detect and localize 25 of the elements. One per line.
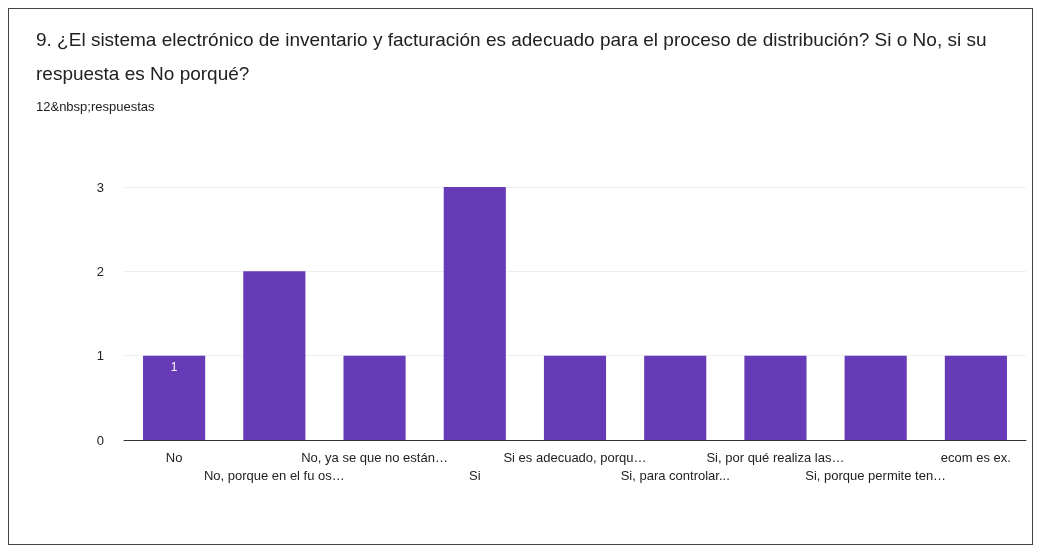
x-tick-label: ecom es ex. xyxy=(940,449,1011,465)
y-tick-label: 0 xyxy=(96,432,104,448)
data-label: 1 xyxy=(170,359,178,374)
bar xyxy=(644,355,707,440)
x-tick-label: No, porque en el fu os… xyxy=(203,467,345,483)
bar xyxy=(844,355,907,440)
bar xyxy=(744,355,807,440)
bar xyxy=(443,187,506,440)
x-tick-label: No xyxy=(165,449,183,465)
x-tick-label: No, ya se que no están… xyxy=(301,449,448,465)
bar xyxy=(143,355,206,440)
x-tick-label: Si, por qué realiza las… xyxy=(706,449,845,465)
y-tick-label: 2 xyxy=(96,263,104,279)
chart-subtitle: 12&nbsp;respuestas xyxy=(36,99,156,114)
y-tick-label: 3 xyxy=(96,179,104,195)
y-tick-label: 1 xyxy=(96,348,104,364)
x-tick-label: Si, porque permite ten… xyxy=(805,467,947,483)
x-tick-label: Si xyxy=(469,467,481,483)
bar xyxy=(343,355,406,440)
chart-title: 9. ¿El sistema electrónico de inventario y facturación es adecuado para el proceso de distribución? Si o No, si su respuesta es No porqué? xyxy=(36,28,992,84)
bar xyxy=(243,271,306,440)
x-tick-label: Si es adecuado, porqu… xyxy=(503,449,647,465)
x-tick-label: Si, para controlar... xyxy=(620,467,730,483)
bar xyxy=(543,355,607,440)
bar xyxy=(944,355,1007,440)
